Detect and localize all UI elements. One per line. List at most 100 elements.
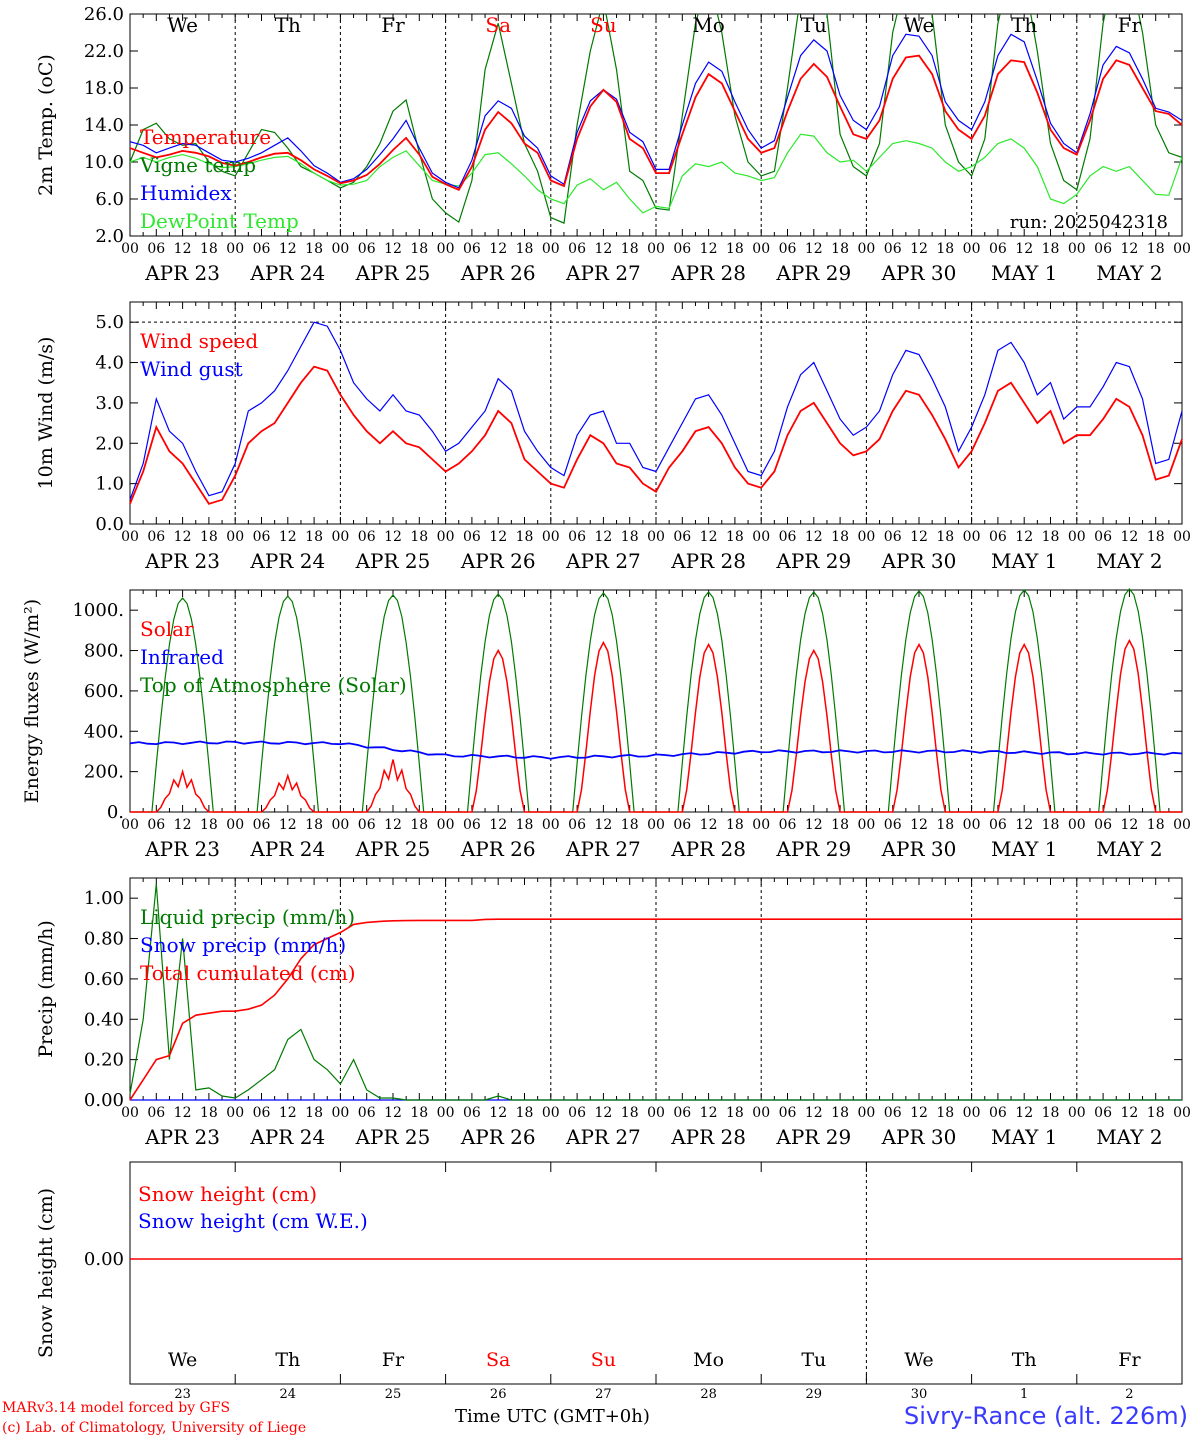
weekday-label: We <box>167 13 198 37</box>
day-label: APR 26 <box>460 549 536 573</box>
hour-label: 00 <box>331 817 349 833</box>
day-label: APR 24 <box>249 837 325 861</box>
day-label: APR 27 <box>565 549 641 573</box>
hour-label: 00 <box>542 1105 560 1121</box>
day-label: APR 23 <box>144 1125 220 1149</box>
hour-label: 00 <box>857 817 875 833</box>
hour-label: 06 <box>147 817 165 833</box>
hour-label: 18 <box>200 529 218 545</box>
hour-label: 06 <box>253 241 271 257</box>
weekday-label: Tu <box>801 1349 826 1371</box>
hour-label: 18 <box>200 1105 218 1121</box>
hour-label: 06 <box>989 1105 1007 1121</box>
legend-top-of-atmosphere: Top of Atmosphere (Solar) <box>140 673 407 697</box>
weekday-label: Fr <box>381 13 405 37</box>
hour-label: 06 <box>147 529 165 545</box>
hour-label: 12 <box>594 529 612 545</box>
day-label: MAY 2 <box>1096 837 1162 861</box>
weekday-label: We <box>168 1349 197 1371</box>
legend-infrared: Infrared <box>140 645 224 669</box>
day-label: APR 24 <box>249 1125 325 1149</box>
day-label: APR 28 <box>670 261 746 285</box>
hour-label: 18 <box>410 817 428 833</box>
day-label: APR 23 <box>144 549 220 573</box>
hour-label: 00 <box>857 1105 875 1121</box>
hour-label: 06 <box>989 817 1007 833</box>
y-tick-label: 800. <box>84 641 124 662</box>
hour-label: 06 <box>779 1105 797 1121</box>
y-tick-label: 400. <box>84 721 124 742</box>
y-tick-label: 600. <box>84 681 124 702</box>
hour-label: 00 <box>226 817 244 833</box>
weekday-label: Tu <box>801 13 827 37</box>
y-axis-title: 2m Temp. (oC) <box>35 54 57 196</box>
series-vigne-temp <box>130 14 1182 224</box>
day-label: APR 30 <box>881 261 957 285</box>
legend-temperature: Temperature <box>140 125 271 149</box>
weekday-label: Sa <box>486 1349 510 1371</box>
y-tick-label: 2.0 <box>95 226 124 247</box>
lab-credit: (c) Lab. of Climatology, University of L… <box>2 1420 307 1436</box>
day-label: MAY 2 <box>1096 261 1162 285</box>
hour-label: 00 <box>1173 817 1191 833</box>
weekday-label: Th <box>275 1349 300 1371</box>
hour-label: 12 <box>489 241 507 257</box>
hour-label: 00 <box>437 529 455 545</box>
hour-label: 12 <box>174 241 192 257</box>
hour-label: 06 <box>673 241 691 257</box>
y-tick-label: 3.0 <box>95 393 124 414</box>
y-tick-label: 0.20 <box>84 1050 124 1071</box>
hour-label: 00 <box>331 1105 349 1121</box>
hour-label: 12 <box>1120 241 1138 257</box>
series-infrared <box>129 740 1183 760</box>
y-tick-label: 0.00 <box>84 1249 124 1270</box>
legend-snow-precip-mm-h-: Snow precip (mm/h) <box>140 933 346 957</box>
y-axis-title: Precip (mm/h) <box>35 920 57 1058</box>
hour-label: 06 <box>1094 1105 1112 1121</box>
legend-solar: Solar <box>140 617 194 641</box>
weekday-label: Mo <box>693 1349 724 1371</box>
hour-label: 00 <box>437 1105 455 1121</box>
day-number-label: 24 <box>280 1387 297 1400</box>
hour-label: 12 <box>910 817 928 833</box>
day-number-label: 26 <box>490 1387 507 1400</box>
hour-label: 12 <box>594 241 612 257</box>
hour-label: 18 <box>726 529 744 545</box>
hour-label: 06 <box>253 1105 271 1121</box>
hour-label: 06 <box>147 241 165 257</box>
y-tick-label: 0.0 <box>95 514 124 535</box>
hour-label: 12 <box>805 1105 823 1121</box>
hour-label: 06 <box>884 817 902 833</box>
hour-label: 06 <box>568 817 586 833</box>
series-wind-gust <box>129 321 1183 501</box>
hour-label: 00 <box>752 1105 770 1121</box>
hour-label: 06 <box>673 817 691 833</box>
hour-label: 18 <box>305 529 323 545</box>
hour-label: 12 <box>910 1105 928 1121</box>
hour-label: 18 <box>200 817 218 833</box>
panel-3 <box>129 589 1183 813</box>
series-total-cumulated-cm- <box>129 918 1182 1101</box>
legend-dewpoint-temp: DewPoint Temp <box>140 209 299 233</box>
hour-label: 18 <box>936 817 954 833</box>
day-label: MAY 2 <box>1096 1125 1162 1149</box>
day-label: APR 25 <box>355 837 431 861</box>
hour-label: 12 <box>279 529 297 545</box>
hour-label: 06 <box>673 529 691 545</box>
hour-label: 18 <box>516 529 534 545</box>
hour-label: 00 <box>647 817 665 833</box>
y-tick-label: 14.0 <box>84 115 124 136</box>
hour-label: 00 <box>331 241 349 257</box>
hour-label: 12 <box>279 817 297 833</box>
hour-label: 18 <box>1147 817 1165 833</box>
hour-label: 00 <box>752 241 770 257</box>
day-label: MAY 1 <box>991 549 1057 573</box>
day-label: MAY 2 <box>1096 549 1162 573</box>
hour-label: 18 <box>1042 529 1060 545</box>
hour-label: 18 <box>305 1105 323 1121</box>
y-tick-label: 18.0 <box>84 78 124 99</box>
hour-label: 12 <box>384 241 402 257</box>
hour-label: 18 <box>726 1105 744 1121</box>
hour-label: 00 <box>647 1105 665 1121</box>
series-dewpoint-temp <box>130 133 1182 214</box>
